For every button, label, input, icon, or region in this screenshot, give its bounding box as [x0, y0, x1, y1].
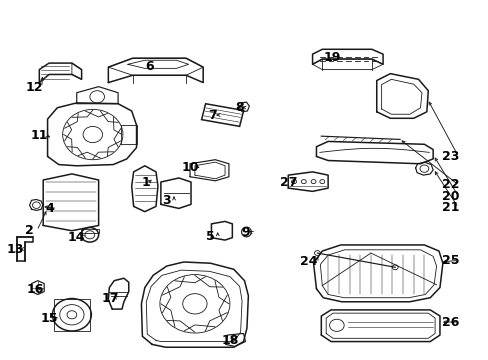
- Text: 10: 10: [181, 161, 199, 174]
- Text: 13: 13: [6, 243, 23, 256]
- Text: 20: 20: [442, 190, 459, 203]
- Text: 19: 19: [323, 51, 340, 64]
- Text: 22: 22: [442, 178, 459, 192]
- Text: 18: 18: [221, 334, 238, 347]
- Text: 8: 8: [235, 101, 244, 114]
- Text: 16: 16: [27, 283, 44, 296]
- Bar: [201, 104, 243, 126]
- Text: 5: 5: [205, 230, 214, 243]
- Text: 4: 4: [45, 202, 54, 215]
- Text: 24: 24: [299, 255, 317, 268]
- Text: 2: 2: [25, 224, 34, 237]
- Text: 21: 21: [442, 201, 459, 214]
- Text: 9: 9: [241, 226, 249, 239]
- Text: 6: 6: [145, 60, 154, 73]
- Text: 11: 11: [31, 129, 48, 142]
- Text: 1: 1: [142, 176, 150, 189]
- Text: 27: 27: [279, 176, 296, 189]
- Text: 15: 15: [40, 312, 58, 325]
- Text: 12: 12: [26, 81, 43, 94]
- Text: 17: 17: [102, 292, 119, 305]
- Text: 7: 7: [208, 109, 217, 122]
- Text: 3: 3: [162, 194, 171, 207]
- Text: 23: 23: [442, 150, 459, 163]
- Text: 14: 14: [68, 231, 85, 244]
- Text: 26: 26: [442, 316, 459, 329]
- Bar: [54, 298, 90, 331]
- Text: 25: 25: [442, 254, 459, 267]
